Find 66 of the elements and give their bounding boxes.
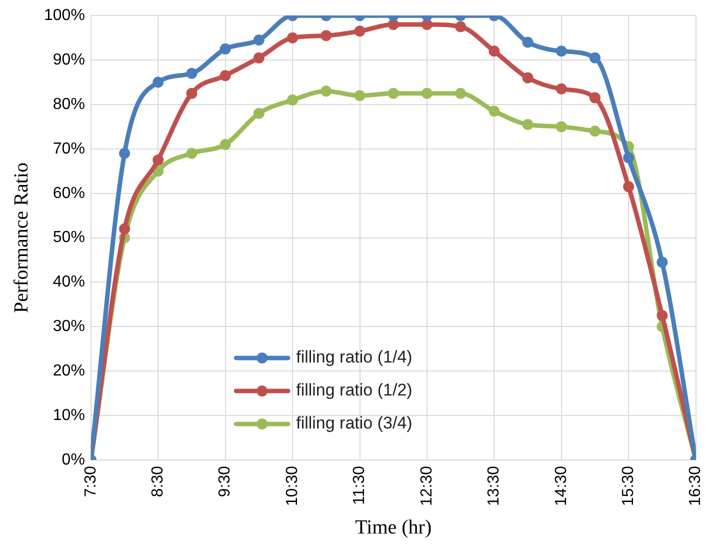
point — [488, 46, 500, 57]
point — [220, 43, 231, 54]
point — [320, 30, 332, 42]
y-axis-title: Performance Ratio — [10, 162, 32, 314]
point — [522, 118, 534, 130]
point — [589, 52, 600, 64]
point — [589, 126, 600, 137]
point — [119, 148, 130, 159]
point — [488, 106, 500, 117]
x-tick-label: 10:30 — [284, 466, 301, 506]
y-tick-label: 50% — [52, 229, 85, 246]
point — [152, 76, 164, 88]
point — [253, 34, 264, 46]
point — [522, 36, 534, 48]
point — [421, 18, 432, 30]
y-tick-label: 60% — [52, 184, 85, 202]
point — [186, 88, 198, 99]
x-tick-label: 9:30 — [216, 466, 234, 498]
x-tick-label: 15:30 — [620, 466, 637, 506]
point — [152, 154, 164, 166]
point — [287, 94, 298, 106]
x-tick-label: 16:30 — [687, 466, 704, 506]
x-tick-label: 11:30 — [351, 466, 368, 505]
point — [455, 88, 466, 99]
point — [455, 21, 466, 32]
point — [623, 181, 634, 192]
y-tick-label: 40% — [52, 274, 85, 291]
point — [320, 86, 332, 97]
point — [388, 18, 399, 30]
y-tick-label: 10% — [52, 406, 85, 424]
y-tick-label: 70% — [52, 140, 85, 158]
point — [556, 46, 567, 57]
point — [220, 70, 231, 82]
legend-label: filling ratio (3/4) — [296, 414, 412, 433]
y-tick-label: 20% — [52, 362, 85, 380]
x-tick-label: 13:30 — [486, 466, 503, 506]
point — [556, 121, 567, 132]
point — [287, 32, 298, 44]
point — [556, 83, 567, 94]
legend-label: filling ratio (1/2) — [296, 380, 412, 400]
point — [589, 92, 600, 104]
point — [186, 148, 198, 159]
y-tick-label: 90% — [52, 51, 85, 68]
y-tick-label: 100% — [44, 7, 85, 24]
x-tick-label: 7:30 — [82, 466, 100, 498]
point — [220, 138, 231, 150]
point — [186, 68, 198, 79]
x-tick-label: 12:30 — [418, 466, 436, 506]
x-tick-label: 14:30 — [552, 466, 570, 506]
x-axis-title: Time (hr) — [355, 516, 432, 538]
point — [354, 90, 366, 102]
y-tick-label: 0% — [62, 451, 85, 468]
y-tick-label: 80% — [52, 96, 85, 113]
point — [354, 26, 366, 37]
legend-label: filling ratio (1/4) — [296, 348, 412, 367]
x-tick-label: 8:30 — [150, 466, 167, 498]
point — [656, 310, 668, 322]
point — [388, 88, 399, 99]
point — [522, 72, 534, 84]
y-tick-label: 30% — [52, 318, 85, 336]
point — [421, 88, 432, 99]
point — [119, 223, 130, 234]
point — [253, 52, 264, 64]
point — [623, 152, 634, 164]
point — [656, 256, 668, 268]
point — [253, 108, 264, 119]
